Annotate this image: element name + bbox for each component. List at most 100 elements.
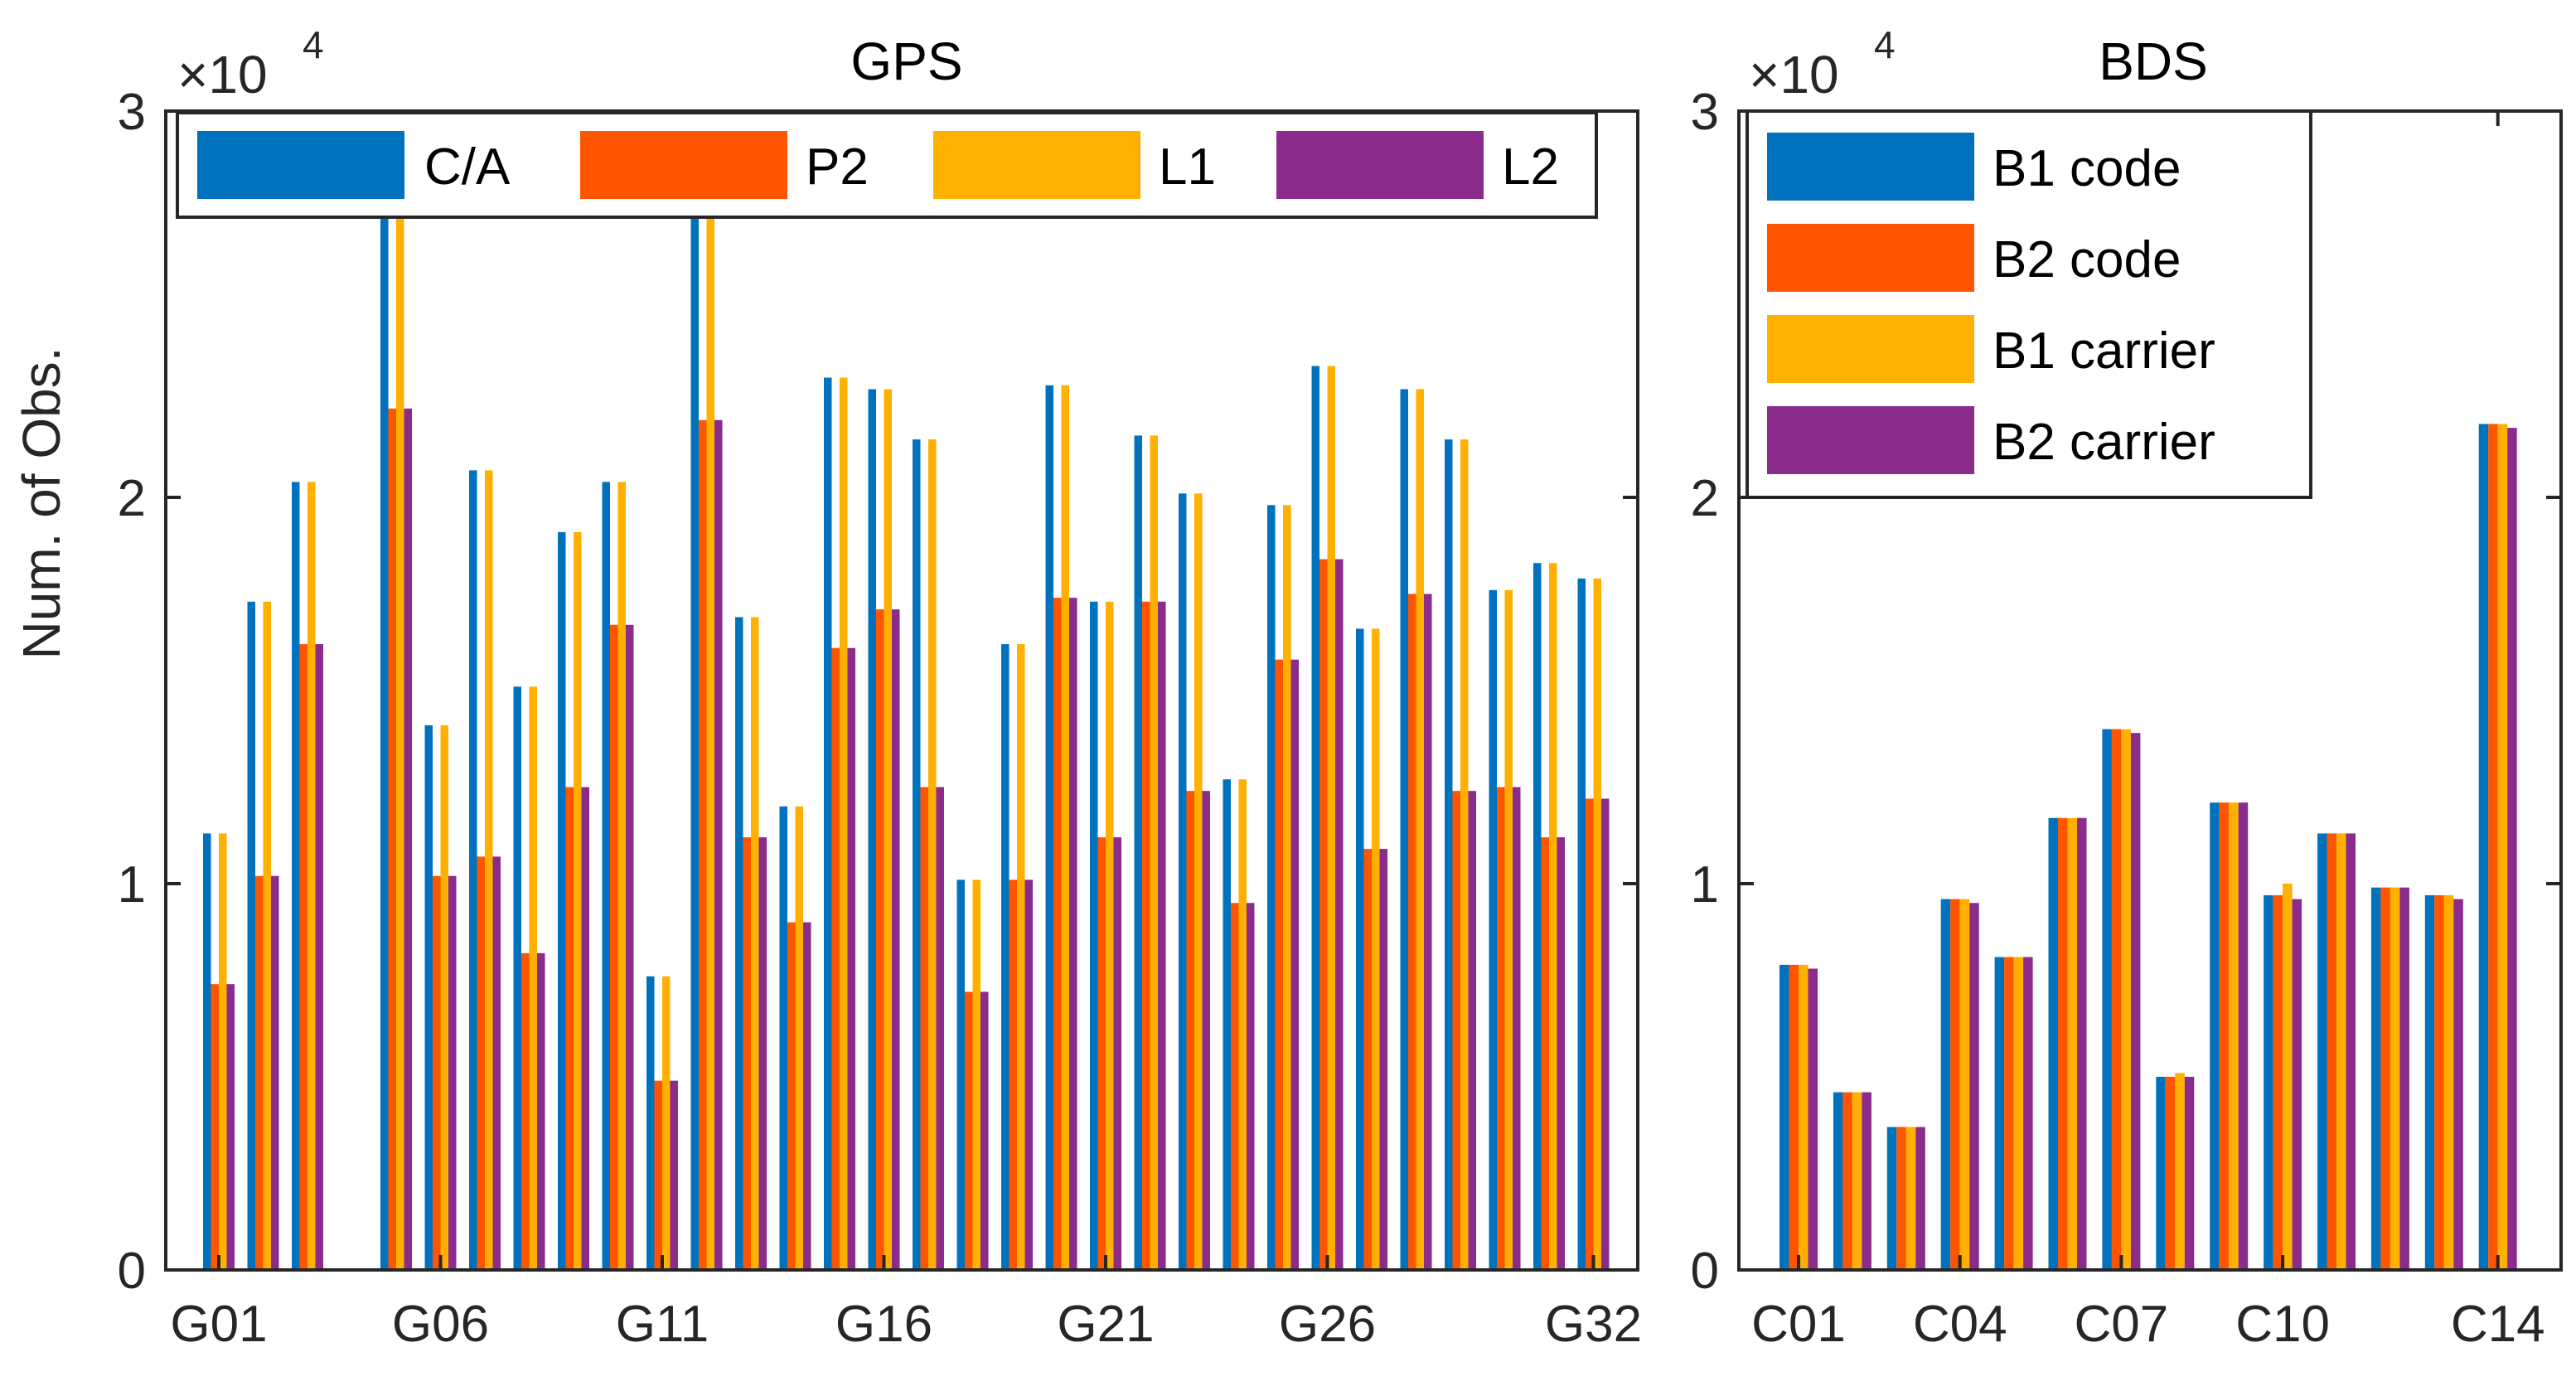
- bds-bar-c01-b1-code: [1779, 964, 1789, 1270]
- gps-legend-label-ca: C/A: [424, 138, 511, 196]
- gps-legend-label-l2: L2: [1502, 138, 1559, 196]
- bds-bar-c03-b2-code: [1896, 1127, 1906, 1270]
- bds-bar-c03-b1-carrier: [1905, 1127, 1916, 1270]
- bds-bar-c05-b1-carrier: [2013, 957, 2024, 1270]
- gps-axes: 0 1 2 3 G01 G06 G11 G16 G21 G26 G32: [118, 84, 1643, 1353]
- bds-bar-c07-b1-carrier: [2121, 729, 2131, 1270]
- gps-ytick-label: 1: [118, 856, 146, 914]
- gps-bar-g20-p2: [1053, 598, 1062, 1270]
- bds-bar-c02-b2-code: [1842, 1092, 1852, 1270]
- gps-bar-g26-l2: [1335, 559, 1344, 1270]
- bds-bar-c14-b1-code: [2478, 424, 2489, 1271]
- bds-bar-c09-b1-carrier: [2229, 802, 2239, 1270]
- gps-legend-label-l1: L1: [1159, 138, 1216, 196]
- gps-bar-g16-l1: [884, 389, 892, 1270]
- gps-bar-g19-l2: [1024, 880, 1033, 1270]
- gps-bar-g31-l1: [1549, 563, 1557, 1270]
- gps-bar-g21-p2: [1097, 837, 1106, 1270]
- bds-bar-c10-b1-code: [2264, 894, 2273, 1270]
- gps-bar-g19-p2: [1009, 880, 1017, 1270]
- gps-bar-g12-c-a: [690, 111, 699, 1270]
- gps-bar-g27-l2: [1379, 849, 1387, 1270]
- gps-bar-g12-p2: [699, 419, 707, 1270]
- gps-bar-g14-l2: [803, 922, 811, 1270]
- gps-bar-g13-l1: [751, 617, 759, 1270]
- bds-bar-c11-b2-carrier: [2346, 833, 2356, 1270]
- bds-bar-c12-b2-code: [2380, 887, 2390, 1270]
- bds-xtick-label: C14: [2451, 1296, 2545, 1353]
- bds-bar-c13-b1-carrier: [2443, 894, 2454, 1270]
- gps-bar-g18-c-a: [956, 880, 965, 1270]
- gps-bar-g12-l1: [706, 111, 714, 1270]
- bds-legend-swatch-b2-code: [1767, 224, 1974, 292]
- gps-bar-g09-l2: [581, 787, 589, 1270]
- gps-bar-g17-p2: [920, 787, 928, 1270]
- bds-legend-swatch-b1-carrier: [1767, 315, 1974, 383]
- gps-bar-g22-p2: [1142, 601, 1150, 1270]
- gps-bar-g27-l1: [1372, 628, 1380, 1270]
- bds-bar-c12-b1-carrier: [2390, 887, 2400, 1270]
- bds-bar-c07-b2-code: [2111, 729, 2122, 1270]
- bds-bars: [1779, 424, 2517, 1271]
- gps-xtick-label: G16: [835, 1296, 932, 1353]
- bds-bar-c14-b1-carrier: [2497, 424, 2508, 1271]
- bds-bar-c08-b2-code: [2165, 1077, 2176, 1270]
- bds-bar-c01-b2-code: [1789, 964, 1799, 1270]
- gps-bar-g23-l2: [1202, 791, 1210, 1270]
- gps-bar-g24-c-a: [1223, 779, 1231, 1270]
- bds-xtick-label: C07: [2075, 1296, 2169, 1353]
- gps-bar-g26-l1: [1327, 366, 1335, 1270]
- bds-legend: B1 code B2 code B1 carrier B2 carrier: [1746, 109, 2312, 499]
- gps-bar-g07-c-a: [469, 470, 477, 1270]
- gps-bar-g25-l2: [1290, 659, 1299, 1270]
- bds-bar-c02-b1-code: [1833, 1092, 1843, 1270]
- gps-bar-g15-p2: [831, 647, 840, 1270]
- gps-bar-g32-p2: [1586, 798, 1594, 1270]
- bds-xtick-label: C10: [2235, 1296, 2330, 1353]
- gps-bar-g10-c-a: [602, 482, 610, 1270]
- gps-bar-g29-c-a: [1445, 439, 1453, 1270]
- bds-bar-c11-b1-carrier: [2336, 833, 2346, 1270]
- gps-xtick-label: G21: [1057, 1296, 1154, 1353]
- gps-bar-g21-c-a: [1090, 601, 1098, 1270]
- gps-legend-label-p2: P2: [806, 138, 869, 196]
- gps-bar-g30-l1: [1504, 589, 1513, 1270]
- bds-bar-c06-b2-code: [2058, 817, 2068, 1270]
- bds-bar-c13-b1-code: [2424, 894, 2435, 1270]
- bds-bar-c05-b2-carrier: [2023, 957, 2033, 1270]
- bds-bar-c01-b1-carrier: [1799, 964, 1809, 1270]
- bds-bar-c11-b2-code: [2327, 833, 2336, 1270]
- gps-bar-g02-c-a: [247, 601, 255, 1270]
- bds-bar-c06-b1-code: [2048, 817, 2058, 1270]
- gps-bar-g32-l1: [1593, 578, 1601, 1270]
- gps-bar-g01-c-a: [203, 833, 211, 1270]
- gps-bar-g08-l2: [537, 952, 545, 1270]
- gps-bar-g14-l1: [795, 806, 803, 1270]
- gps-bar-g14-p2: [787, 922, 796, 1270]
- gps-bar-g28-c-a: [1400, 389, 1408, 1270]
- gps-bar-g10-p2: [610, 624, 618, 1270]
- gps-bar-g11-l1: [662, 976, 671, 1270]
- gps-bar-g24-l2: [1247, 903, 1255, 1270]
- bds-ytick-label: 0: [1691, 1243, 1719, 1300]
- bds-bar-c06-b1-carrier: [2067, 817, 2077, 1270]
- bds-bar-c13-b2-code: [2434, 894, 2444, 1270]
- gps-legend-swatch-ca: [197, 131, 404, 199]
- gps-bar-g15-c-a: [824, 377, 832, 1270]
- gps-bar-g29-l2: [1468, 791, 1476, 1270]
- gps-bar-g06-l2: [448, 875, 457, 1270]
- gps-bar-g12-l2: [714, 419, 723, 1270]
- bds-bar-c08-b1-carrier: [2175, 1073, 2185, 1270]
- gps-bar-g20-l2: [1069, 598, 1077, 1270]
- gps-bar-g01-l1: [219, 833, 227, 1270]
- gps-bar-g21-l2: [1113, 837, 1121, 1270]
- gps-bar-g05-l1: [396, 111, 404, 1270]
- gps-bar-g18-l1: [972, 880, 981, 1270]
- gps-bar-g32-l2: [1601, 798, 1610, 1270]
- gps-ytick-label: 3: [118, 84, 146, 141]
- bds-bar-c07-b1-code: [2102, 729, 2112, 1270]
- gps-bar-g11-l2: [670, 1080, 678, 1270]
- gps-bar-g02-l2: [271, 875, 279, 1270]
- gps-bar-g23-c-a: [1179, 493, 1187, 1270]
